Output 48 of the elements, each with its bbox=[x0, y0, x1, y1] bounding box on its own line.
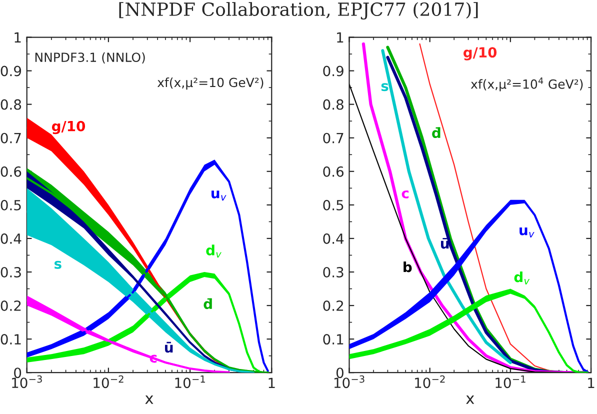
y-tick-label: 0.6 bbox=[0, 166, 22, 177]
y-tick-label: 0.2 bbox=[323, 300, 343, 312]
series-label: s bbox=[381, 83, 388, 92]
x-tick-label: 10$^{−1}$ bbox=[496, 376, 526, 388]
y-tick-label: 0.5 bbox=[323, 200, 344, 210]
text: g/10 bbox=[464, 47, 497, 60]
series-label: s bbox=[54, 260, 62, 269]
y-tick-label: 0 bbox=[14, 368, 22, 378]
y-tick-label: 0.7 bbox=[0, 132, 21, 144]
series-label: ū bbox=[165, 342, 173, 353]
y-tick-label: 0.4 bbox=[323, 233, 344, 244]
y-tick-label: 0.2 bbox=[0, 300, 21, 312]
series-label: ū bbox=[441, 238, 449, 249]
series-label: d̄ bbox=[432, 127, 440, 138]
series-label: g/10 bbox=[52, 120, 86, 134]
series-label: d$_{v}$ bbox=[514, 272, 530, 284]
y-tick-label: 0.1 bbox=[0, 334, 21, 345]
series-label: u$_{v}$ bbox=[520, 227, 534, 238]
x-tick-label: 1 bbox=[268, 378, 275, 388]
series-label: d$_{v}$ bbox=[206, 244, 222, 258]
x-axis-title: x bbox=[466, 396, 474, 404]
x-axis-title: x bbox=[145, 396, 154, 404]
y-tick-label: 0.7 bbox=[323, 132, 344, 144]
y-tick-label: 0.9 bbox=[323, 66, 344, 76]
series-label: c bbox=[402, 190, 409, 198]
y-tick-label: 0.8 bbox=[323, 99, 344, 110]
x-tick-label: 10$^{−2}$ bbox=[415, 375, 445, 388]
x-tick-label: 10$^{−1}$ bbox=[175, 376, 205, 388]
chart-title: [NNPDF Collaboration, EPJC77 (2017)] bbox=[119, 2, 478, 20]
y-tick-label: 0.9 bbox=[0, 66, 22, 76]
annotation: xf(x,μ²=10 GeV²) bbox=[157, 78, 264, 90]
y-tick-label: 0 bbox=[336, 368, 344, 378]
y-tick-label: 1 bbox=[337, 32, 344, 43]
y-tick-label: 0.3 bbox=[0, 266, 21, 278]
annotation: NNPDF3.1 (NNLO) bbox=[35, 52, 145, 64]
x-tick-label: 10$^{−2}$ bbox=[94, 375, 124, 388]
series-label: u$_{v}$ bbox=[212, 190, 226, 200]
y-tick-label: 0.6 bbox=[323, 166, 344, 177]
y-tick-label: 0.8 bbox=[0, 99, 22, 110]
series-label: d̄ bbox=[204, 298, 212, 310]
annotation: xf(x,μ²=10$^{4}$ GeV²) bbox=[470, 78, 583, 92]
y-tick-label: 0.1 bbox=[323, 334, 344, 345]
series-label: b bbox=[404, 261, 412, 272]
y-tick-label: 0.4 bbox=[0, 233, 22, 244]
y-tick-label: 0.5 bbox=[0, 200, 21, 210]
y-tick-label: 1 bbox=[14, 32, 21, 43]
y-tick-label: 0.3 bbox=[323, 266, 344, 278]
x-tick-label: 1 bbox=[588, 378, 594, 388]
